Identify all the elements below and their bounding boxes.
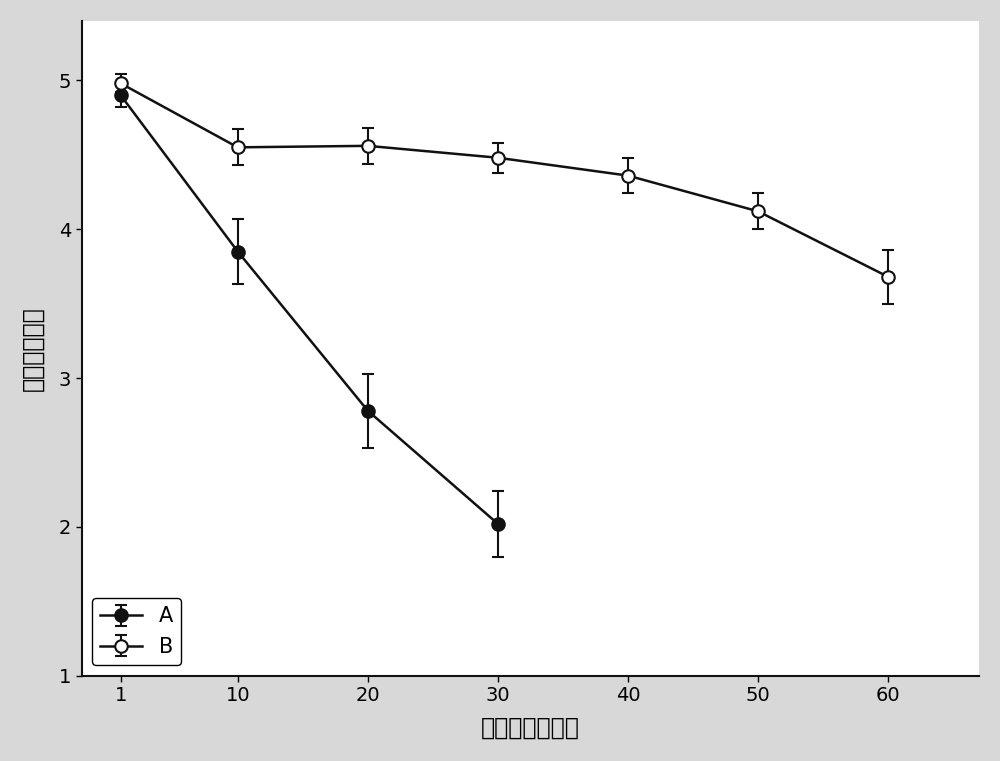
Legend: A, B: A, B [92,598,181,665]
X-axis label: 储藏天数（天）: 储藏天数（天） [481,716,580,740]
Y-axis label: 总体感官质量: 总体感官质量 [21,306,45,390]
